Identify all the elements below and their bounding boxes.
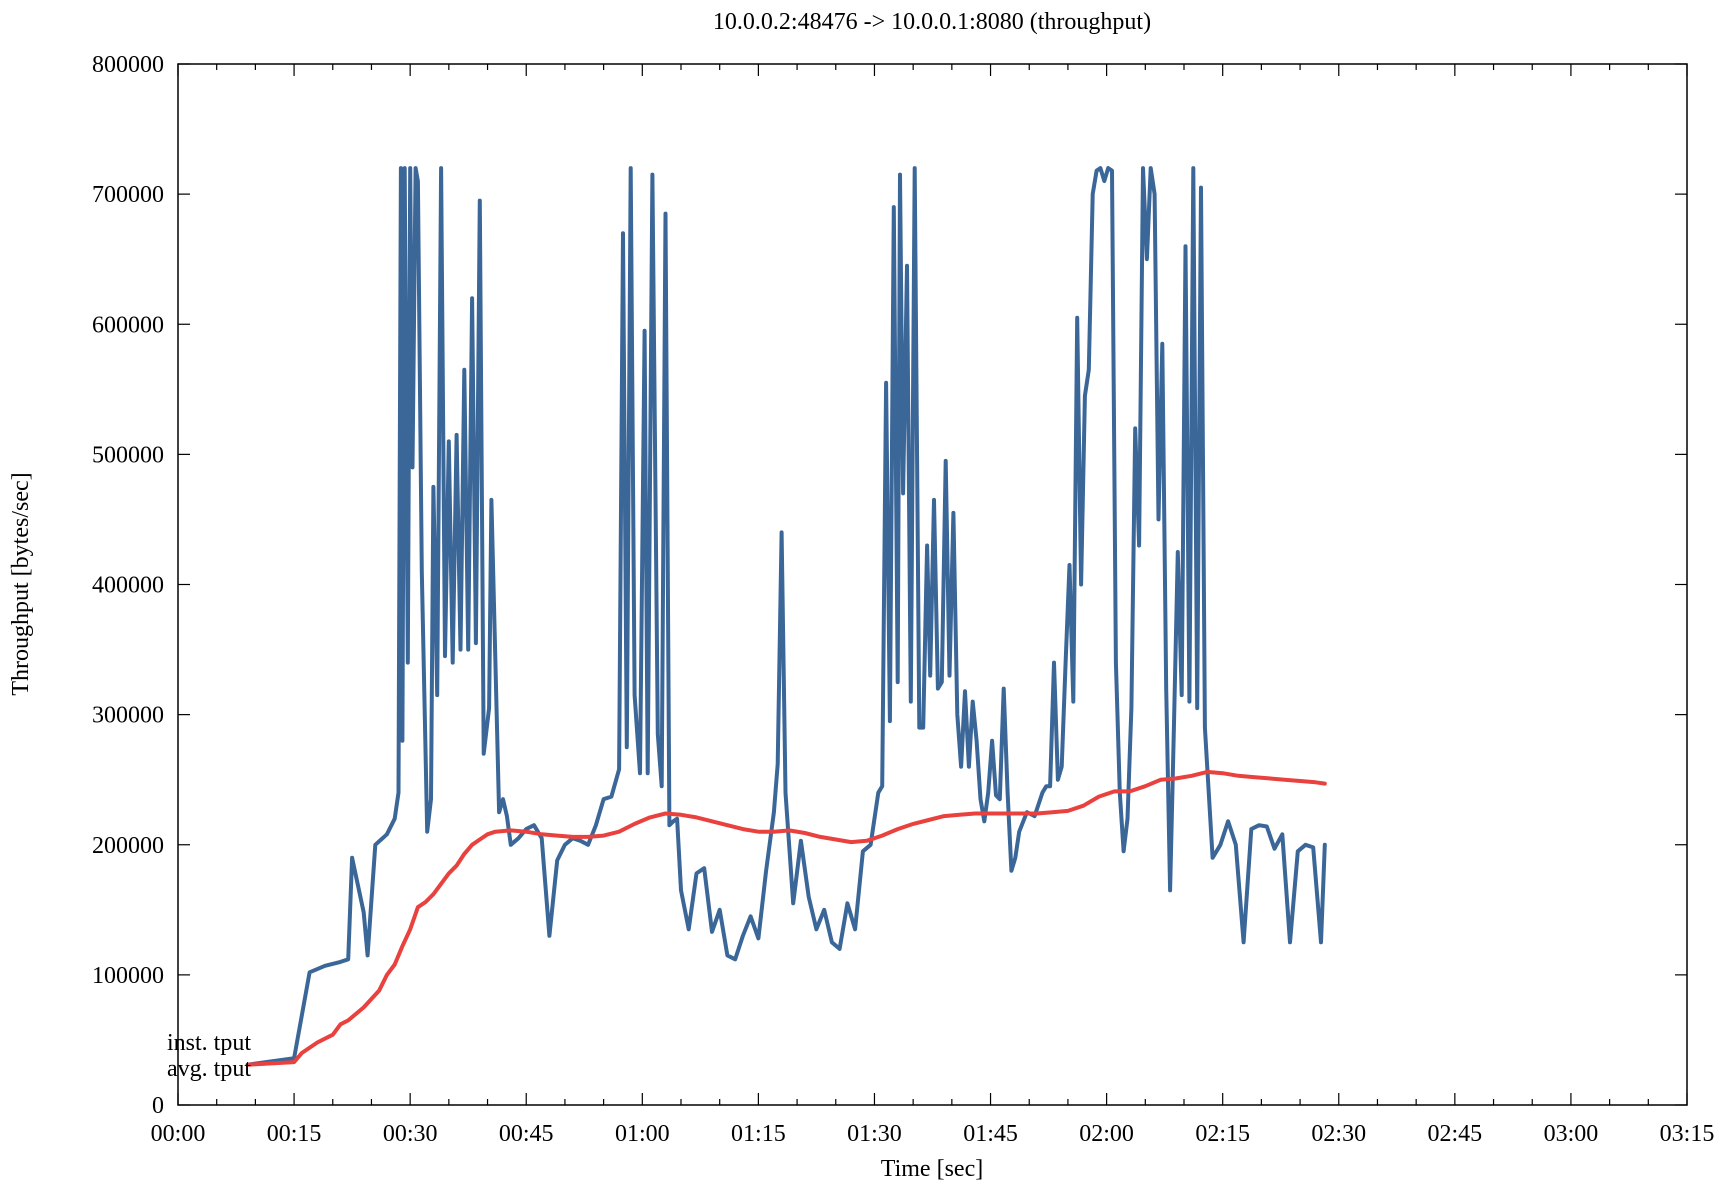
axis-ticks: 00:00 00:15 00:30 00:45 01:00 01:15 01:30 01:45… bbox=[92, 52, 1714, 1147]
y-tick-label: 400000 bbox=[92, 573, 164, 599]
x-tick-label: 03:15 bbox=[1660, 1121, 1715, 1147]
x-tick-label: 03:00 bbox=[1544, 1121, 1599, 1147]
x-tick-label: 02:45 bbox=[1428, 1121, 1483, 1147]
x-tick-label: 00:15 bbox=[267, 1121, 322, 1147]
y-tick-label: 300000 bbox=[92, 703, 164, 729]
y-tick-label: 700000 bbox=[92, 182, 164, 208]
y-tick-label: 0 bbox=[152, 1093, 164, 1119]
y-tick-label: 800000 bbox=[92, 52, 164, 78]
series-line-0 bbox=[245, 166, 1327, 1067]
y-tick-label: 100000 bbox=[92, 963, 164, 989]
x-tick-label: 00:30 bbox=[383, 1121, 438, 1147]
series-layer bbox=[245, 166, 1327, 1067]
x-tick-label: 01:45 bbox=[963, 1121, 1018, 1147]
y-tick-label: 600000 bbox=[92, 312, 164, 338]
x-tick-label: 02:15 bbox=[1195, 1121, 1250, 1147]
x-tick-label: 00:00 bbox=[151, 1121, 206, 1147]
y-tick-label: 200000 bbox=[92, 833, 164, 859]
legend-label: avg. tput bbox=[167, 1056, 251, 1082]
y-axis-label: Throughput [bytes/sec] bbox=[8, 472, 34, 695]
x-tick-label: 00:45 bbox=[499, 1121, 554, 1147]
chart-title: 10.0.0.2:48476 -> 10.0.0.1:8080 (through… bbox=[713, 9, 1151, 35]
x-axis-label: Time [sec] bbox=[881, 1156, 983, 1182]
series-line-1 bbox=[245, 769, 1327, 1067]
x-tick-label: 02:00 bbox=[1079, 1121, 1134, 1147]
x-tick-label: 01:00 bbox=[615, 1121, 670, 1147]
x-tick-label: 01:15 bbox=[731, 1121, 786, 1147]
x-tick-label: 01:30 bbox=[847, 1121, 902, 1147]
x-tick-label: 02:30 bbox=[1311, 1121, 1366, 1147]
y-tick-label: 500000 bbox=[92, 442, 164, 468]
legend-label: inst. tput bbox=[167, 1030, 251, 1056]
